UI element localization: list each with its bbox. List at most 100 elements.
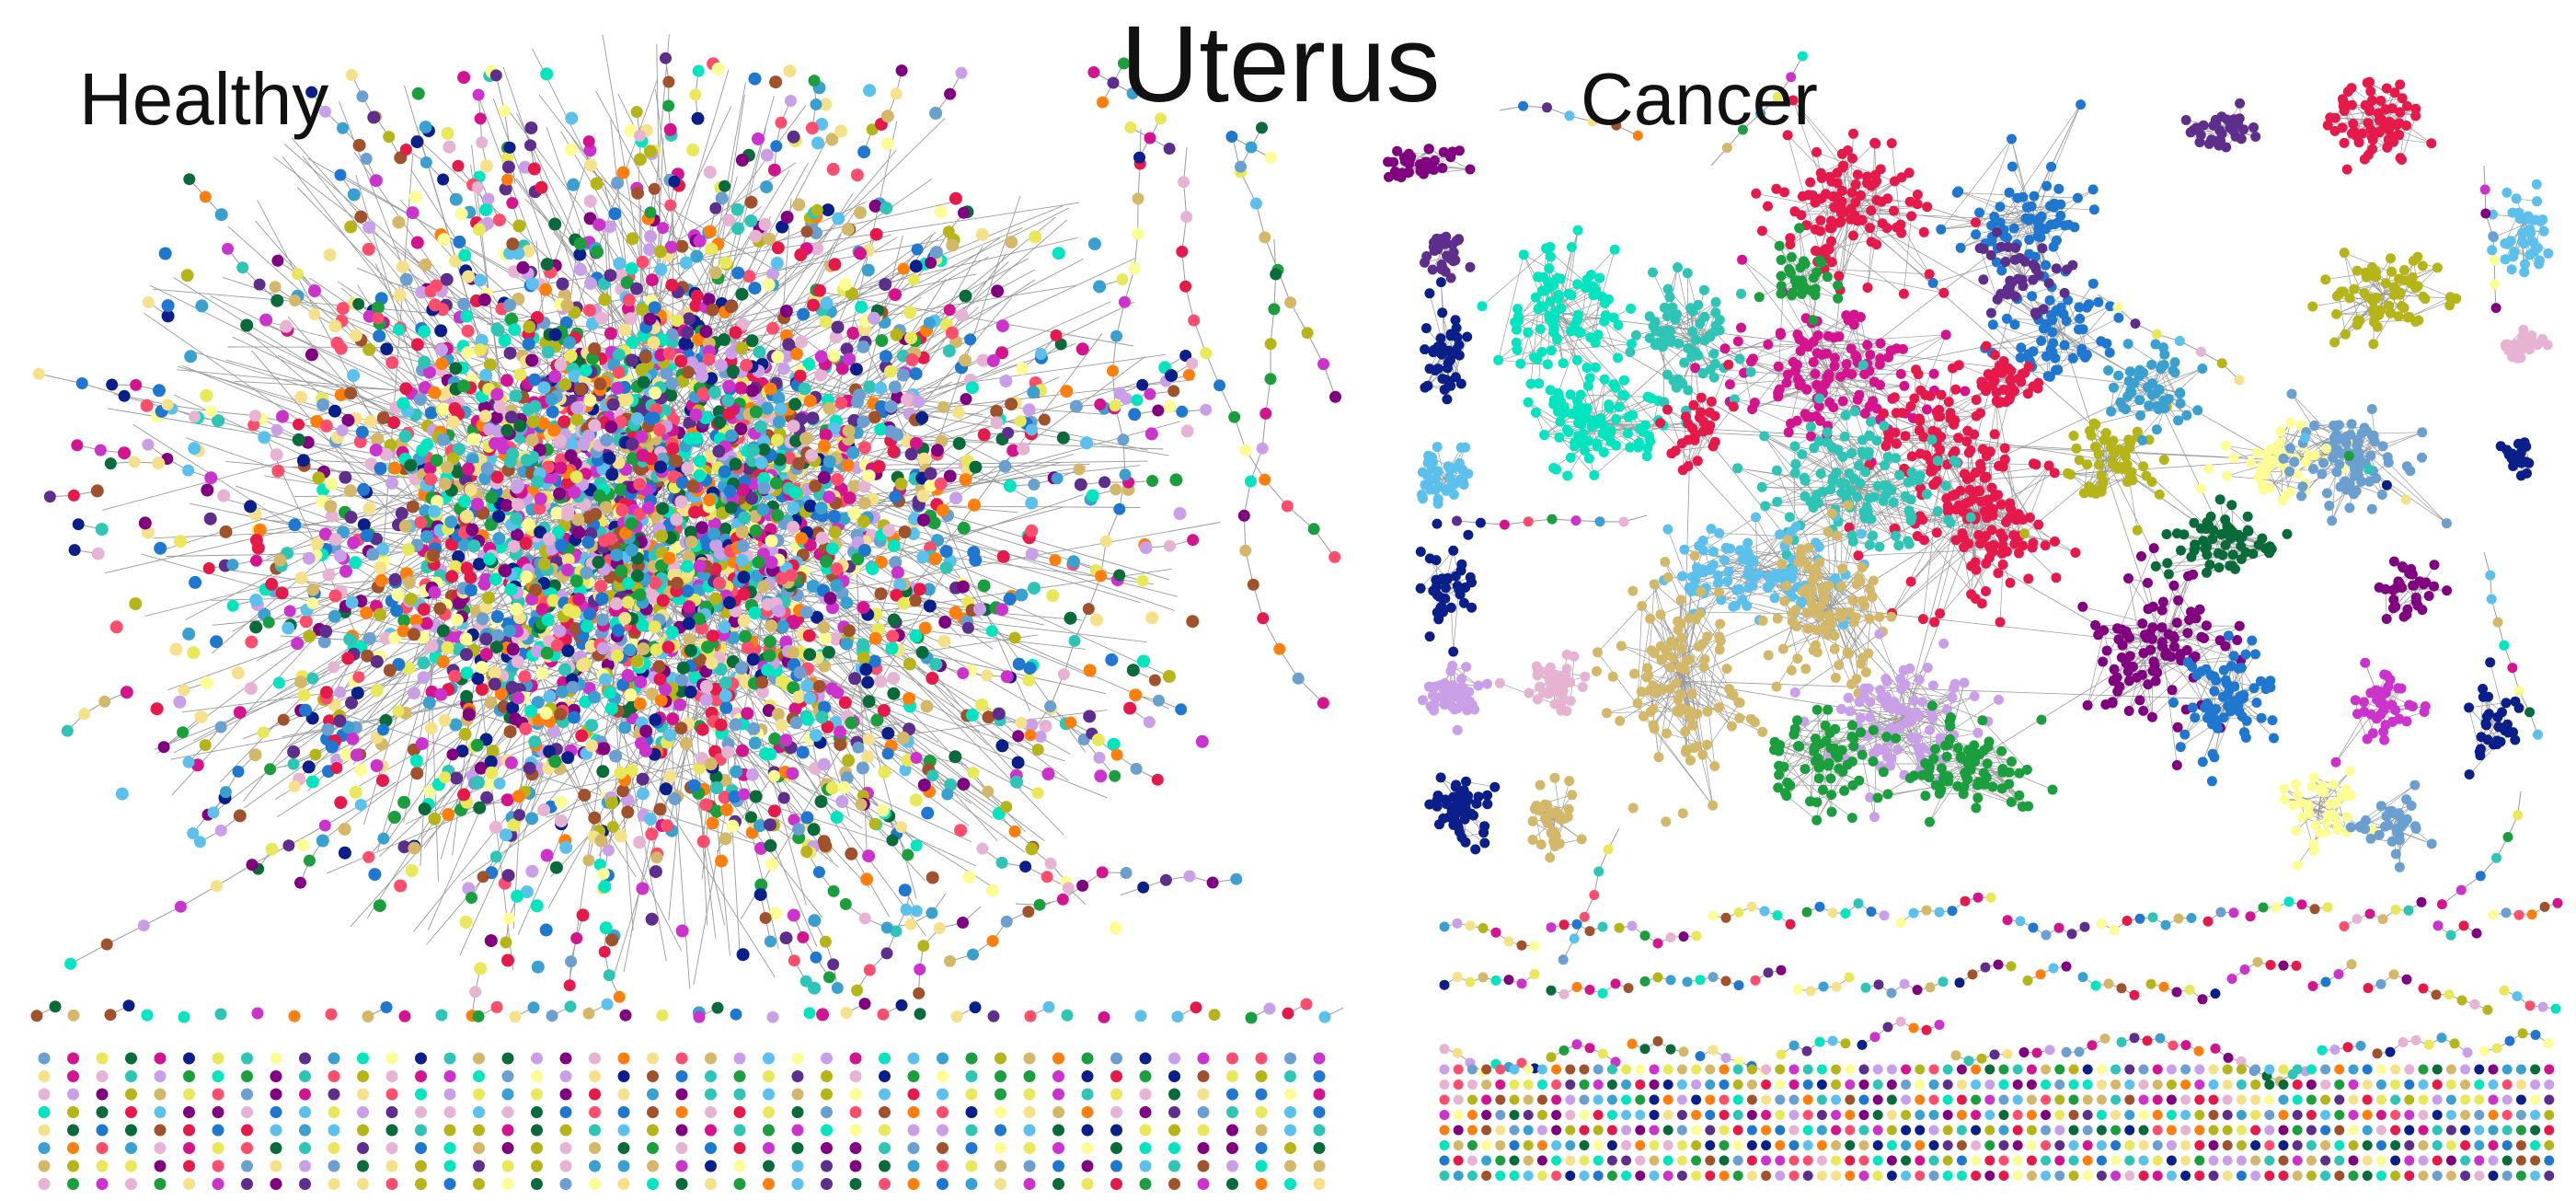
network-node: [1226, 1053, 1238, 1065]
network-node: [560, 1053, 572, 1065]
network-node: [664, 200, 676, 212]
network-node: [375, 574, 388, 587]
network-node: [410, 767, 423, 779]
network-node: [567, 179, 580, 191]
network-node: [548, 755, 561, 768]
network-node: [539, 283, 552, 296]
network-node: [504, 347, 517, 360]
network-node: [270, 1053, 282, 1065]
network-node: [608, 207, 621, 220]
network-node: [319, 820, 331, 832]
network-node: [910, 260, 923, 272]
network-node: [396, 507, 408, 520]
network-node: [851, 396, 864, 409]
network-node: [1094, 752, 1106, 764]
network-node: [249, 410, 261, 422]
network-node: [357, 1089, 369, 1101]
network-node: [306, 583, 319, 596]
network-node: [863, 380, 876, 393]
network-node: [633, 478, 646, 491]
network-node: [1097, 866, 1109, 878]
network-node: [953, 437, 966, 450]
network-node: [377, 723, 389, 735]
network-node: [155, 1125, 167, 1137]
network-edge: [216, 865, 252, 886]
network-node: [636, 303, 649, 316]
network-node: [577, 908, 590, 921]
network-node: [303, 629, 316, 642]
network-node: [583, 1008, 595, 1020]
network-node: [735, 662, 748, 675]
network-node: [888, 539, 901, 552]
network-node: [704, 166, 717, 179]
network-node: [699, 325, 712, 338]
network-node: [745, 811, 757, 823]
network-node: [834, 397, 847, 410]
network-node: [1044, 700, 1056, 712]
network-node: [1080, 436, 1093, 449]
network-node: [370, 174, 383, 187]
network-node: [1268, 303, 1280, 315]
network-node: [765, 383, 777, 396]
network-node: [788, 131, 800, 144]
network-node: [502, 1089, 514, 1101]
network-node: [747, 722, 760, 735]
network-node: [425, 407, 438, 420]
network-node: [1167, 385, 1179, 397]
network-node: [780, 931, 793, 944]
network-node: [531, 1089, 543, 1101]
network-node: [988, 1010, 1000, 1022]
network-node: [903, 306, 916, 318]
network-node: [753, 346, 766, 359]
network-node: [492, 532, 505, 545]
network-node: [1092, 733, 1105, 746]
network-node: [394, 289, 407, 302]
network-node: [444, 1070, 456, 1082]
network-node: [346, 69, 358, 81]
network-node: [506, 681, 519, 694]
network-node: [584, 159, 597, 172]
network-node: [1246, 1012, 1258, 1024]
network-node: [792, 198, 805, 211]
network-node: [504, 142, 516, 154]
network-node: [276, 586, 289, 599]
network-node: [355, 799, 367, 811]
network-node: [584, 277, 597, 290]
network-node: [880, 202, 892, 214]
network-node: [705, 1089, 717, 1101]
network-node: [371, 684, 384, 697]
network-node: [788, 486, 801, 499]
network-node: [211, 880, 223, 892]
network-node: [511, 890, 523, 903]
network-node: [781, 211, 794, 224]
network-node: [846, 446, 859, 459]
network-node: [540, 707, 553, 720]
network-node: [1265, 373, 1277, 385]
network-node: [339, 823, 351, 836]
network-node: [1087, 66, 1099, 78]
network-node: [1032, 744, 1044, 756]
network-node: [591, 178, 604, 191]
network-node: [583, 607, 596, 620]
network-node: [67, 1125, 79, 1137]
network-node: [647, 1089, 659, 1101]
network-node: [1152, 774, 1164, 786]
network-node: [371, 433, 384, 445]
network-node: [645, 206, 657, 218]
network-node: [270, 1142, 282, 1154]
network-node: [173, 696, 186, 709]
network-node: [926, 672, 938, 685]
network-node: [356, 426, 369, 439]
network-node: [792, 457, 805, 470]
network-node: [407, 206, 420, 219]
network-node: [200, 191, 212, 202]
network-node: [438, 233, 451, 246]
network-node: [442, 127, 454, 140]
network-node: [39, 1106, 51, 1118]
network-node: [684, 686, 697, 699]
network-node: [615, 564, 627, 577]
network-node: [1052, 1053, 1064, 1065]
network-node: [850, 1125, 862, 1137]
network-node: [362, 851, 374, 863]
network-node: [428, 505, 441, 518]
